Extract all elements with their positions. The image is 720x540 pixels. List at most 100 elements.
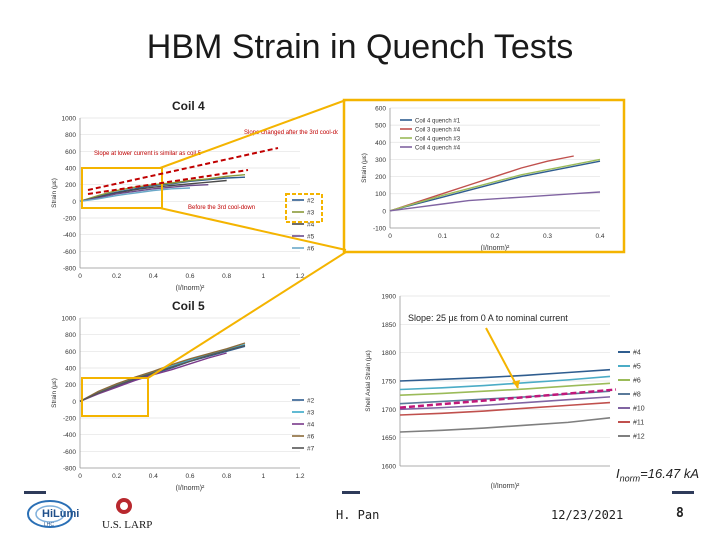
y-tick-label: -200 (63, 416, 76, 423)
legend-label: #5 (633, 364, 641, 371)
y-tick-label: 200 (65, 382, 76, 389)
y-tick-label: 400 (65, 166, 76, 173)
legend-label: #3 (307, 410, 315, 417)
series-line-4 (79, 344, 246, 402)
x-tick-label: 0.4 (595, 233, 604, 240)
y-tick-label: 0 (72, 399, 76, 406)
y-axis-label: Strain (με) (51, 378, 58, 408)
coil4-trend-line-2 (87, 169, 249, 195)
series-line-0 (399, 368, 611, 382)
y-tick-label: 800 (65, 332, 76, 339)
x-tick-label: 1.2 (295, 273, 304, 280)
y-tick-label: 1650 (382, 435, 397, 442)
shell-chart-svg: 1900 1850 1800 1750 1700 1650 1600 Shell Axial … (365, 294, 645, 491)
x-tick-label: 0 (388, 233, 392, 240)
x-tick-label: 0.4 (149, 273, 158, 280)
y-tick-label: 200 (375, 174, 386, 181)
legend-label: #8 (633, 392, 641, 399)
x-axis-label: (I/Inorm)² (176, 485, 205, 492)
x-axis-label: (I/Inorm)² (491, 483, 520, 490)
coil5-chart: 1000 800 600 400 200 0 -200 -400 -600 -800 0 0.2 0.4… (48, 298, 338, 498)
legend-label: #4 (633, 350, 641, 357)
coil5-title: Coil 5 (172, 299, 205, 313)
footer-author: H. Pan (336, 508, 380, 522)
shell-annot-arrowhead (512, 380, 520, 388)
shell-chart: 1900 1850 1800 1750 1700 1650 1600 Shell Axial … (356, 290, 676, 500)
y-tick-label: 1800 (382, 350, 397, 357)
coil4-annot-lower-slope: Slope at lower current is similar as coi… (94, 151, 202, 157)
series-line-2 (399, 382, 611, 396)
y-tick-label: 600 (65, 149, 76, 156)
y-tick-label: 0 (72, 199, 76, 206)
coil4-annot-before: Before the 3rd cool-down (188, 205, 255, 211)
legend-label: #6 (307, 434, 315, 441)
y-tick-label: 200 (65, 182, 76, 189)
page-number: 8 (676, 506, 684, 521)
series-line-3 (399, 390, 611, 405)
series-line-3 (79, 183, 209, 203)
footer-date: 12/23/2021 (551, 508, 624, 522)
series-line-4 (399, 396, 611, 411)
legend-label: Coil 4 quench #1 (415, 119, 461, 125)
legend-label: #12 (633, 434, 645, 441)
y-tick-label: 1850 (382, 322, 397, 329)
series-line-0 (389, 160, 601, 212)
series-line-2 (389, 158, 601, 212)
y-tick-label: -400 (63, 232, 76, 239)
y-tick-label: 600 (375, 106, 386, 113)
y-tick-label: 0 (382, 208, 386, 215)
series-line-1 (389, 155, 574, 212)
hilumi-logo-sub: LHC (44, 522, 54, 528)
y-tick-label: 300 (375, 157, 386, 164)
footer-line-mid (342, 491, 360, 494)
legend-label: #11 (633, 420, 644, 427)
coil4-annot-slope-changed: Slope changed after the 3rd cool-down (244, 130, 338, 136)
x-tick-label: 0 (78, 473, 82, 480)
legend-label: #7 (307, 446, 315, 453)
y-tick-label: -600 (63, 449, 76, 456)
y-axis-label: Strain (με) (361, 153, 368, 183)
hilumi-logo-text: HiLumi (42, 508, 79, 520)
x-tick-label: 0.8 (222, 473, 231, 480)
series-line-1 (399, 375, 611, 391)
legend-label: #6 (307, 246, 315, 253)
legend-label: #3 (307, 210, 315, 217)
x-tick-label: 0.8 (222, 273, 231, 280)
slide-title: HBM Strain in Quench Tests (146, 28, 574, 66)
legend-label: Coil 3 quench #4 (415, 128, 461, 134)
y-tick-label: 400 (375, 140, 386, 147)
coil4-chart: 1000 800 600 400 200 0 -200 -400 -600 -800 0 0.2 0.4… (48, 98, 338, 298)
y-tick-label: -200 (63, 216, 76, 223)
y-axis-label: Shell Axial Strain (με) (365, 350, 372, 412)
legend-label: #4 (307, 422, 315, 429)
shell-trend-line (399, 388, 617, 409)
series-line-6 (399, 417, 611, 433)
y-tick-label: -800 (63, 266, 76, 273)
inorm-label: Inorm=16.47 kA (616, 466, 700, 484)
legend-label: #5 (307, 234, 315, 241)
y-tick-label: 800 (65, 132, 76, 139)
x-tick-label: 0.1 (438, 233, 447, 240)
y-tick-label: -800 (63, 466, 76, 473)
y-tick-label: 100 (375, 191, 386, 198)
y-tick-label: 1750 (382, 379, 397, 386)
y-tick-label: -400 (63, 432, 76, 439)
y-tick-label: 1900 (382, 294, 397, 301)
legend-label: Coil 4 quench #3 (415, 137, 461, 143)
quench-highlight-frame (342, 98, 626, 254)
x-tick-label: 0.4 (149, 473, 158, 480)
x-tick-label: 0.6 (185, 273, 194, 280)
shell-annot-slope: Slope: 25 με from 0 A to nominal current (408, 313, 568, 323)
y-tick-label: 1000 (62, 316, 77, 323)
larp-logo-text: U.S. LARP (102, 519, 152, 531)
coil4-title: Coil 4 (172, 99, 205, 113)
x-tick-label: 0.3 (543, 233, 552, 240)
larp-logo: U.S. LARP (100, 496, 160, 532)
footer-line-right (672, 491, 694, 494)
hilumi-logo: HiLumi LHC (26, 498, 88, 530)
y-tick-label: 1600 (382, 464, 397, 471)
series-line-4 (79, 187, 191, 203)
x-tick-label: 0.2 (490, 233, 499, 240)
